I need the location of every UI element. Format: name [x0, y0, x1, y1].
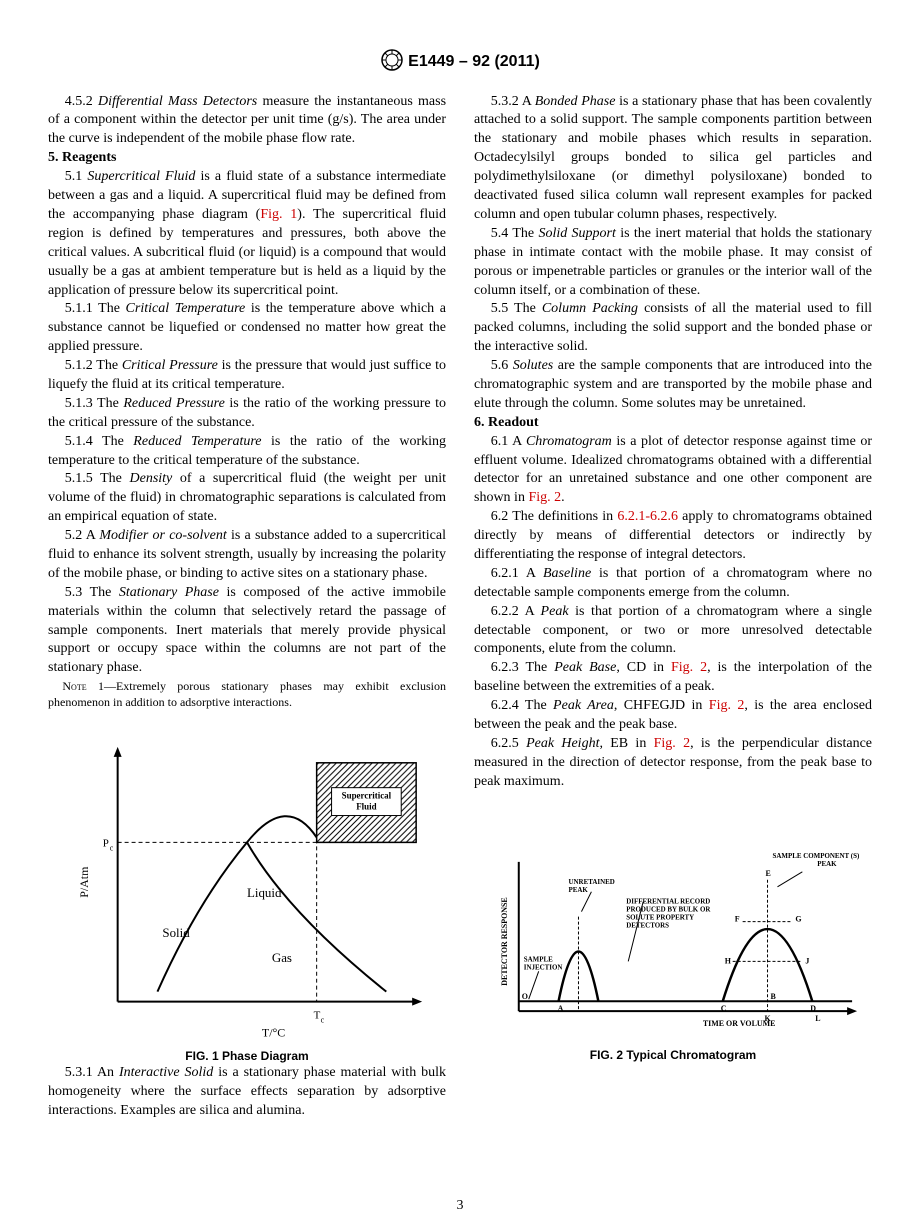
- svg-text:c: c: [110, 843, 114, 852]
- ref-621-626[interactable]: 6.2.1-6.2.6: [617, 509, 678, 524]
- svg-text:SAMPLE: SAMPLE: [524, 955, 553, 963]
- para-5.5: 5.5 The Column Packing consists of all t…: [474, 300, 872, 357]
- para-5.3.1: 5.3.1 An Interactive Solid is a stationa…: [48, 1064, 446, 1121]
- svg-text:T/°C: T/°C: [262, 1025, 285, 1039]
- svg-text:H: H: [725, 956, 732, 965]
- para-6.2.1: 6.2.1 A Baseline is that portion of a ch…: [474, 565, 872, 603]
- para-6.2.5: 6.2.5 Peak Height, EB in Fig. 2, is the …: [474, 735, 872, 792]
- para-5.1.5: 5.1.5 The Density of a supercritical flu…: [48, 470, 446, 527]
- svg-text:DIFFERENTIAL RECORD: DIFFERENTIAL RECORD: [626, 897, 710, 905]
- svg-text:E: E: [766, 868, 771, 877]
- para-5.3.2: 5.3.2 A Bonded Phase is a stationary pha…: [474, 93, 872, 225]
- fig1-ref[interactable]: Fig. 1: [260, 207, 297, 222]
- label-solid: Solid: [162, 924, 190, 939]
- svg-text:J: J: [805, 956, 809, 965]
- svg-text:DETECTORS: DETECTORS: [626, 921, 669, 929]
- fig2-caption: FIG. 2 Typical Chromatogram: [474, 1047, 872, 1063]
- para-5.6: 5.6 Solutes are the sample components th…: [474, 357, 872, 414]
- astm-logo-icon: [380, 48, 404, 72]
- svg-text:Supercritical: Supercritical: [342, 790, 392, 800]
- para-5.1.3: 5.1.3 The Reduced Pressure is the ratio …: [48, 395, 446, 433]
- para-5.1.4: 5.1.4 The Reduced Temperature is the rat…: [48, 433, 446, 471]
- label-liquid: Liquid: [247, 885, 282, 900]
- section-6-heading: 6. Readout: [474, 414, 872, 433]
- note-1: Note 1—Extremely porous stationary phase…: [48, 678, 446, 710]
- svg-text:C: C: [721, 1004, 727, 1013]
- svg-text:F: F: [735, 914, 740, 923]
- para-6.2.3: 6.2.3 The Peak Base, CD in Fig. 2, is th…: [474, 659, 872, 697]
- svg-text:K: K: [765, 1014, 772, 1023]
- svg-text:PEAK: PEAK: [817, 859, 837, 867]
- svg-text:DETECTOR RESPONSE: DETECTOR RESPONSE: [500, 897, 509, 985]
- fig2-ref[interactable]: Fig. 2: [528, 490, 561, 505]
- page-number: 3: [0, 1197, 920, 1216]
- svg-text:D: D: [810, 1004, 816, 1013]
- para-5.1.2: 5.1.2 The Critical Pressure is the press…: [48, 357, 446, 395]
- svg-text:PRODUCED BY BULK OR: PRODUCED BY BULK OR: [626, 905, 711, 913]
- svg-text:SOLUTE PROPERTY: SOLUTE PROPERTY: [626, 913, 694, 921]
- svg-text:B: B: [771, 992, 777, 1001]
- page-header: E1449 – 92 (2011): [48, 48, 872, 73]
- svg-text:O: O: [522, 992, 528, 1001]
- svg-text:Fluid: Fluid: [356, 801, 376, 811]
- svg-text:UNRETAINED: UNRETAINED: [569, 877, 615, 885]
- para-4.5.2: 4.5.2 Differential Mass Detectors measur…: [48, 93, 446, 150]
- designation: E1449 – 92 (2011): [408, 53, 540, 70]
- fig1-caption: FIG. 1 Phase Diagram: [48, 1048, 446, 1064]
- para-6.2.2: 6.2.2 A Peak is that portion of a chroma…: [474, 603, 872, 660]
- svg-text:G: G: [795, 914, 801, 923]
- svg-text:SAMPLE COMPONENT (S): SAMPLE COMPONENT (S): [773, 851, 860, 859]
- svg-text:L: L: [815, 1014, 820, 1023]
- svg-text:P: P: [103, 837, 109, 849]
- svg-text:T: T: [314, 1009, 321, 1021]
- phase-diagram-svg: Supercritical Fluid Solid Liquid Gas P/A…: [48, 723, 446, 1041]
- svg-text:P/Atm: P/Atm: [77, 865, 91, 897]
- chromatogram-svg: DETECTOR RESPONSE TIME OR VOLUME O A C K…: [474, 842, 872, 1041]
- label-gas: Gas: [272, 949, 292, 964]
- figure-2: DETECTOR RESPONSE TIME OR VOLUME O A C K…: [474, 842, 872, 1064]
- section-5-heading: 5. Reagents: [48, 149, 446, 168]
- svg-text:INJECTION: INJECTION: [524, 963, 563, 971]
- para-6.1: 6.1 A Chromatogram is a plot of detector…: [474, 433, 872, 509]
- para-5.2: 5.2 A Modifier or co-solvent is a substa…: [48, 527, 446, 584]
- svg-text:c: c: [321, 1015, 325, 1024]
- para-5.4: 5.4 The Solid Support is the inert mater…: [474, 225, 872, 301]
- para-5.3: 5.3 The Stationary Phase is composed of …: [48, 584, 446, 678]
- para-5.1.1: 5.1.1 The Critical Temperature is the te…: [48, 300, 446, 357]
- para-6.2: 6.2 The definitions in 6.2.1-6.2.6 apply…: [474, 508, 872, 565]
- svg-text:A: A: [558, 1004, 564, 1013]
- body-columns: 4.5.2 Differential Mass Detectors measur…: [48, 93, 872, 1153]
- svg-text:PEAK: PEAK: [569, 885, 589, 893]
- para-5.1: 5.1 Supercritical Fluid is a fluid state…: [48, 168, 446, 300]
- para-6.2.4: 6.2.4 The Peak Area, CHFEGJD in Fig. 2, …: [474, 697, 872, 735]
- figure-1: Supercritical Fluid Solid Liquid Gas P/A…: [48, 723, 446, 1064]
